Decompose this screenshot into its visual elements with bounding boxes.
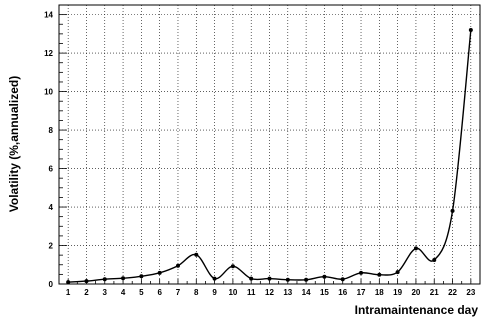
y-tick-label: 10 xyxy=(44,88,53,97)
x-tick-labels: 1 2 3 4 5 6 7 8 9 10 11 12 13 14 15 16 17 18 19 20 21 22 23 xyxy=(66,288,476,297)
data-point xyxy=(194,252,199,257)
data-point xyxy=(267,276,272,281)
y-tick-label: 14 xyxy=(44,11,53,20)
y-tick-label: 4 xyxy=(49,203,54,212)
x-tick-label: 8 xyxy=(194,288,199,297)
x-tick-label: 3 xyxy=(103,288,108,297)
data-point xyxy=(121,276,126,281)
x-tick-label: 6 xyxy=(157,288,162,297)
data-point xyxy=(413,246,418,251)
x-tick-label: 5 xyxy=(139,288,144,297)
data-point xyxy=(102,277,107,282)
x-tick-label: 15 xyxy=(320,288,329,297)
y-tick-label: 6 xyxy=(49,165,54,174)
y-tick-label: 0 xyxy=(49,280,54,289)
grid-layer xyxy=(59,5,480,284)
x-tick-label: 22 xyxy=(448,288,457,297)
data-point xyxy=(175,263,180,268)
x-tick-label: 19 xyxy=(393,288,402,297)
data-point xyxy=(249,276,254,281)
y-tick-label: 12 xyxy=(44,49,53,58)
x-tick-label: 4 xyxy=(121,288,126,297)
data-point xyxy=(340,277,345,282)
x-tick-label: 12 xyxy=(265,288,274,297)
x-tick-label: 16 xyxy=(338,288,347,297)
volatility-series-line xyxy=(68,29,472,283)
data-point xyxy=(432,257,437,262)
x-tick-label: 1 xyxy=(66,288,71,297)
x-tick-label: 9 xyxy=(212,288,217,297)
x-tick-label: 11 xyxy=(247,288,256,297)
data-points xyxy=(66,28,473,285)
data-point xyxy=(139,274,144,279)
y-axis-title: Volatility (%,annualized) xyxy=(7,76,21,212)
data-point xyxy=(468,28,473,33)
x-tick-label: 21 xyxy=(430,288,439,297)
data-point xyxy=(84,279,89,284)
x-tick-label: 17 xyxy=(357,288,366,297)
data-point xyxy=(230,264,235,269)
y-tick-labels: 0 2 4 6 8 10 12 14 xyxy=(44,11,53,289)
x-tick-label: 2 xyxy=(84,288,89,297)
x-tick-label: 13 xyxy=(283,288,292,297)
x-tick-label: 14 xyxy=(302,288,311,297)
x-tick-label: 10 xyxy=(228,288,237,297)
data-point xyxy=(377,272,382,277)
data-point xyxy=(304,277,309,282)
x-tick-label: 18 xyxy=(375,288,384,297)
data-point xyxy=(395,270,400,275)
y-tick-label: 2 xyxy=(49,242,54,251)
y-tick-label: 8 xyxy=(49,126,54,135)
x-tick-label: 7 xyxy=(176,288,181,297)
data-point xyxy=(359,270,364,275)
data-point xyxy=(66,280,71,285)
data-point xyxy=(212,276,217,281)
data-point xyxy=(157,270,162,275)
x-tick-label: 23 xyxy=(466,288,475,297)
data-point xyxy=(285,277,290,282)
data-point xyxy=(322,274,327,279)
x-axis-title: Intramaintenance day xyxy=(355,303,479,317)
data-point xyxy=(450,208,455,213)
x-tick-label: 20 xyxy=(411,288,420,297)
